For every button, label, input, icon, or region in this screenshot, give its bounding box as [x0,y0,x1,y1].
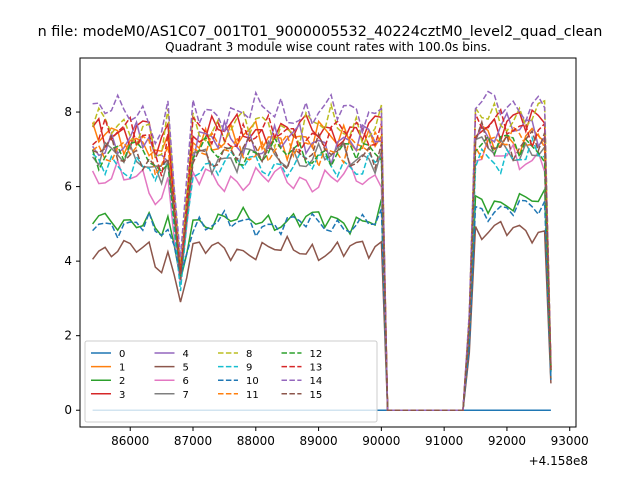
chart-title: Quadrant 3 module wise count rates with … [165,40,491,54]
x-tick-label: 90000 [362,434,400,448]
legend-label-6: 6 [183,376,189,387]
legend-label-15: 15 [310,390,323,401]
y-tick-label: 8 [64,105,72,119]
axes-frame [79,57,577,428]
legend-label-3: 3 [119,390,125,401]
x-tick-label: 92000 [488,434,526,448]
legend-label-1: 1 [119,363,125,374]
y-tick-label: 2 [64,329,72,343]
legend-label-9: 9 [246,363,252,374]
y-axis: 0 2 4 6 8 [64,105,80,417]
legend-label-5: 5 [183,363,189,374]
series-line-11 [92,125,552,411]
legend-label-8: 8 [246,349,252,360]
legend-box [84,340,378,423]
legend-label-0: 0 [119,349,125,360]
legend-label-7: 7 [183,390,189,401]
series-line-5 [92,220,552,411]
legend-label-4: 4 [183,349,189,360]
y-tick-label: 6 [64,180,72,194]
series-line-14 [92,90,552,411]
x-tick-label: 86000 [111,434,149,448]
y-tick-label: 0 [64,403,72,417]
figure-suptitle: n file: modeM0/AS1C07_001T01_9000005532_… [38,24,603,40]
series-line-10 [92,199,552,411]
x-tick-label: 89000 [299,434,337,448]
x-axis: 86000 87000 88000 89000 90000 91000 92000 93000 [111,427,589,448]
series-line-15 [92,119,552,411]
legend-label-2: 2 [119,376,125,387]
x-tick-label: 87000 [174,434,212,448]
legend-label-14: 14 [310,376,323,387]
legend-label-13: 13 [310,363,323,374]
x-tick-label: 91000 [425,434,463,448]
legend-label-11: 11 [246,390,259,401]
legend-label-10: 10 [246,376,259,387]
series-line-2 [92,186,552,411]
legend-label-12: 12 [310,349,323,360]
y-tick-label: 4 [64,254,72,268]
x-axis-offset-label: +4.158e8 [529,454,588,468]
x-tick-label: 88000 [237,434,275,448]
x-tick-label: 93000 [551,434,589,448]
series-line-12 [91,134,552,411]
plot-lines [91,90,552,411]
